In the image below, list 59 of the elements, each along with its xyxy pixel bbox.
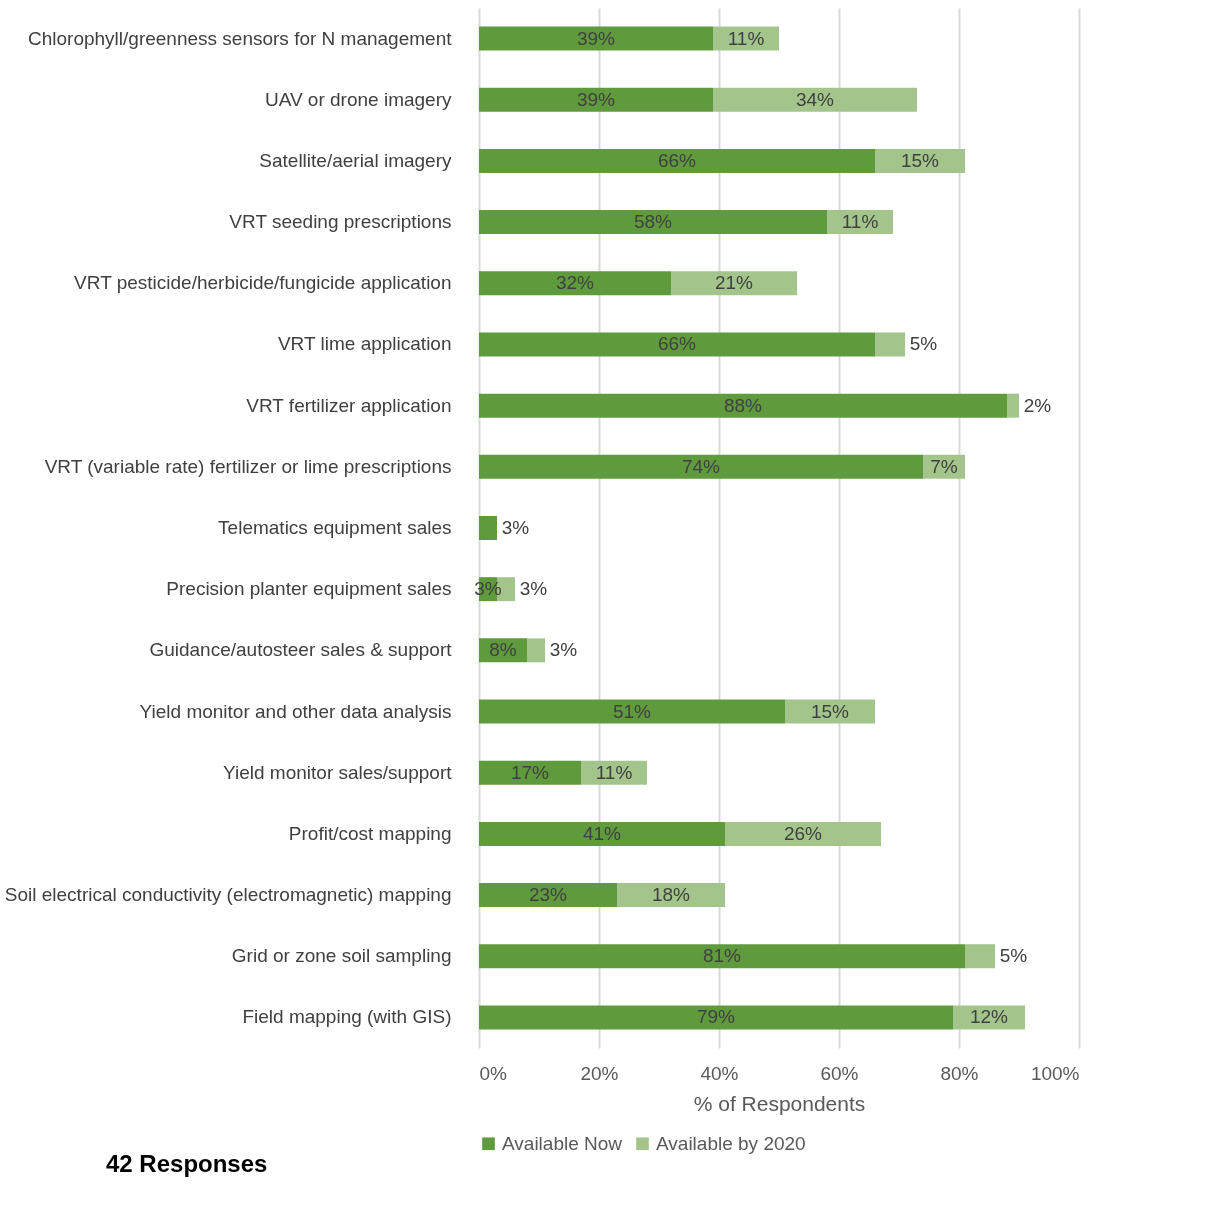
- data-label: 41%: [582, 822, 622, 844]
- data-label: 18%: [651, 884, 691, 906]
- data-label: 17%: [510, 761, 550, 783]
- legend-label: Available by 2020: [656, 1132, 806, 1154]
- data-label: 3%: [519, 578, 548, 600]
- x-tick-label: 20%: [580, 1062, 619, 1084]
- data-label: 21%: [714, 272, 754, 294]
- data-label: 2%: [1023, 394, 1052, 416]
- data-label: 51%: [612, 700, 652, 722]
- y-tick-label: Profit/cost mapping: [288, 822, 452, 844]
- data-label: 88%: [723, 394, 763, 416]
- legend-label: Available Now: [502, 1132, 623, 1154]
- data-label: 81%: [702, 945, 742, 967]
- data-label: 8%: [489, 639, 517, 661]
- y-tick-label: Guidance/autosteer sales & support: [149, 639, 453, 661]
- data-label: 12%: [969, 1006, 1009, 1028]
- x-tick-label: 80%: [940, 1062, 979, 1084]
- data-label: 7%: [930, 455, 958, 477]
- data-label: 66%: [657, 333, 697, 355]
- y-tick-label: Telematics equipment sales: [218, 517, 452, 538]
- y-tick-label: VRT lime application: [277, 333, 452, 355]
- data-label: 34%: [795, 88, 835, 110]
- y-tick-label: Soil electrical conductivity (electromagnetic) mapping: [4, 884, 452, 906]
- y-tick-label: Yield monitor sales/support: [223, 761, 453, 783]
- y-tick-label: Grid or zone soil sampling: [231, 945, 452, 967]
- x-axis-title: % of Respondents: [693, 1091, 866, 1115]
- data-label: 15%: [810, 700, 850, 722]
- y-tick-label: Yield monitor and other data analysis: [139, 700, 452, 722]
- y-tick-label: VRT (variable rate) fertilizer or lime prescriptions: [44, 455, 452, 477]
- data-label: 3%: [501, 517, 530, 538]
- data-label: 79%: [696, 1006, 736, 1028]
- data-label: 5%: [999, 945, 1028, 967]
- data-label: 74%: [681, 455, 721, 477]
- data-label: 39%: [576, 27, 616, 49]
- data-label: 26%: [783, 822, 823, 844]
- x-tick-label: 100%: [1030, 1062, 1080, 1084]
- y-tick-label: Precision planter equipment sales: [166, 578, 452, 600]
- y-tick-label: Satellite/aerial imagery: [259, 149, 452, 171]
- y-tick-label: Field mapping (with GIS): [242, 1006, 452, 1028]
- data-label: 66%: [657, 149, 697, 171]
- data-label: 23%: [528, 884, 568, 906]
- data-label: 32%: [555, 272, 595, 294]
- data-label: 11%: [727, 27, 765, 49]
- data-label: 11%: [595, 761, 633, 783]
- y-tick-label: Chlorophyll/greenness sensors for N management: [28, 27, 453, 49]
- y-tick-label: VRT pesticide/herbicide/fungicide application: [74, 272, 452, 294]
- data-label: 15%: [900, 149, 940, 171]
- data-label: 3%: [549, 639, 578, 661]
- data-label: 5%: [909, 333, 938, 355]
- data-label: 58%: [633, 211, 673, 233]
- text: 42 Responses: [106, 1150, 268, 1178]
- y-tick-label: UAV or drone imagery: [264, 88, 452, 110]
- x-tick-label: 0%: [479, 1062, 508, 1084]
- x-tick-label: 60%: [820, 1062, 859, 1084]
- x-tick-label: 40%: [700, 1062, 739, 1084]
- y-tick-label: VRT fertilizer application: [246, 394, 452, 416]
- y-tick-label: VRT seeding prescriptions: [229, 211, 452, 233]
- data-label: 11%: [841, 211, 879, 233]
- data-label: 39%: [576, 88, 616, 110]
